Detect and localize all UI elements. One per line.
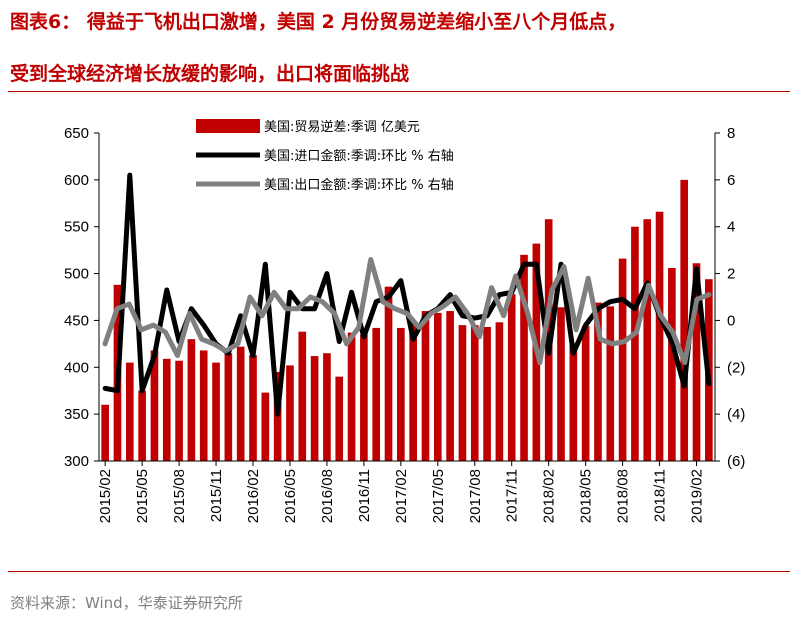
legend-import-label: 美国:进口金额:季调:环比 % 右轴	[264, 148, 454, 164]
change-lines	[102, 172, 712, 417]
legend-deficit-label: 美国:贸易逆差:季调 亿美元	[264, 119, 420, 135]
bar-24	[397, 327, 405, 461]
x-tick-label: 2018/02	[541, 469, 558, 523]
bar-12	[249, 355, 257, 461]
x-tick-label: 2017/05	[430, 469, 447, 523]
bar-6	[175, 360, 183, 461]
x-tick-label: 2015/08	[171, 469, 188, 523]
bar-9	[212, 362, 220, 461]
y-left-tick-label: 600	[64, 172, 89, 189]
bar-33	[507, 294, 516, 461]
x-tick-label: 2018/05	[578, 469, 595, 523]
x-tick-label: 2016/05	[282, 469, 299, 523]
bar-5	[162, 358, 171, 461]
top-divider	[8, 91, 790, 92]
x-tick-label: 2016/08	[319, 469, 336, 523]
x-tick-label: 2016/02	[245, 469, 262, 523]
bar-44	[643, 219, 652, 461]
bar-21	[360, 334, 368, 461]
bar-38	[569, 342, 578, 461]
y-left-tick-label: 300	[64, 453, 89, 470]
bar-41	[606, 306, 615, 461]
bar-45	[655, 211, 664, 461]
y-left-tick-label: 650	[64, 125, 89, 142]
bar-23	[384, 286, 393, 461]
bar-27	[433, 312, 442, 461]
bar-32	[495, 322, 504, 461]
axes: 300 350 400 450 500 550 600 650 (6) (4) (2) 0 2 4 6 8 20…	[64, 125, 745, 523]
x-tick-label: 2015/02	[97, 469, 114, 523]
bar-7	[187, 339, 196, 461]
x-tick-label: 2017/08	[467, 469, 484, 523]
bar-19	[335, 376, 344, 461]
bar-42	[618, 258, 627, 461]
trade-deficit-bars	[101, 179, 713, 462]
bar-37	[557, 307, 565, 461]
y-right-tick-label: 8	[727, 125, 735, 142]
import-change-line	[102, 172, 712, 417]
bar-20	[347, 332, 356, 461]
bar-28	[446, 311, 454, 461]
x-tick-label: 2017/02	[393, 469, 410, 523]
y-left-tick-label: 550	[64, 219, 89, 236]
bar-47	[680, 179, 689, 462]
x-tick-label: 2018/08	[615, 469, 632, 523]
x-tick-label: 2017/11	[504, 469, 521, 522]
bar-13	[261, 392, 270, 461]
y-right-tick-label: (4)	[727, 406, 745, 423]
bar-15	[286, 365, 294, 461]
legend-export-label: 美国:出口金额:季调:环比 % 右轴	[264, 177, 454, 193]
source-note: 资料来源：Wind，华泰证券研究所	[10, 594, 243, 612]
bar-25	[409, 323, 417, 461]
bar-46	[668, 267, 676, 461]
y-right-tick-label: 4	[727, 219, 735, 236]
x-tick-label: 2015/05	[134, 469, 151, 523]
bar-17	[310, 356, 319, 461]
bar-39	[581, 326, 590, 461]
bar-22	[372, 327, 381, 461]
x-tick-label: 2016/11	[356, 469, 373, 522]
y-left-tick-label: 450	[64, 312, 89, 329]
y-right-tick-label: 6	[727, 172, 735, 189]
bar-48	[692, 263, 701, 461]
y-left-tick-label: 350	[64, 406, 89, 423]
bar-34	[520, 254, 528, 461]
legend-deficit-swatch	[196, 119, 260, 133]
chart-title-line1: 图表6： 得益于飞机出口激增，美国 2 月份贸易逆差缩小至八个月低点，	[10, 11, 627, 33]
y-right-tick-label: (6)	[727, 453, 745, 470]
bar-31	[483, 326, 491, 461]
bar-18	[323, 353, 331, 461]
x-tick-label: 2015/11	[208, 469, 225, 522]
bottom-divider	[8, 571, 790, 572]
y-right-tick-label: (2)	[727, 359, 745, 376]
y-right-tick-label: 2	[727, 266, 735, 283]
bar-40	[594, 302, 602, 461]
bar-0	[101, 404, 109, 461]
bar-26	[421, 311, 430, 461]
bar-11	[236, 346, 245, 461]
bar-4	[150, 350, 159, 461]
x-tick-label: 2019/02	[689, 469, 706, 523]
bar-30	[470, 325, 479, 461]
bar-8	[199, 350, 208, 461]
export-change-line	[102, 257, 712, 366]
bar-10	[224, 353, 233, 461]
bar-43	[631, 226, 639, 461]
x-tick-label: 2018/11	[652, 469, 669, 522]
bar-29	[458, 325, 467, 461]
bar-2	[125, 362, 134, 461]
y-right-tick-label: 0	[727, 312, 735, 329]
chart-title-line2: 受到全球经济增长放缓的影响，出口将面临挑战	[10, 63, 410, 85]
bar-3	[138, 390, 146, 461]
bar-16	[298, 331, 307, 461]
y-left-tick-label: 500	[64, 266, 89, 283]
y-left-tick-label: 400	[64, 359, 89, 376]
